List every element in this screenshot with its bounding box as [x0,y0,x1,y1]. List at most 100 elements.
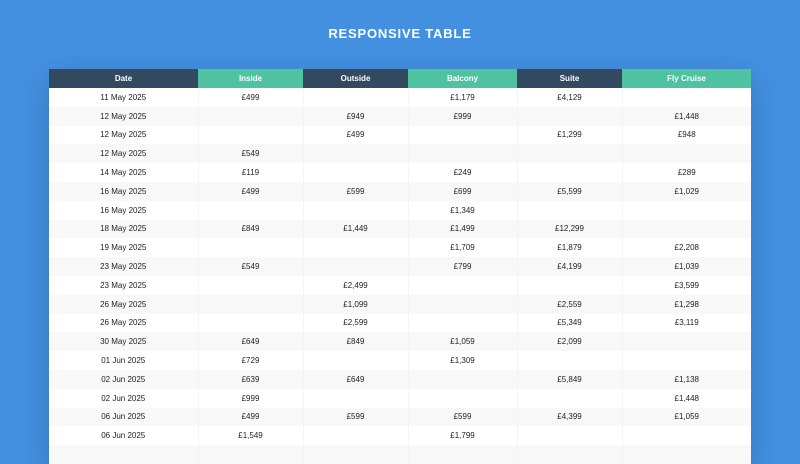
cell-suite: £5,349 [517,313,623,333]
table-row: 12 May 2025 £549 [49,144,751,164]
cell-fly-cruise [622,219,751,239]
table-row: 12 May 2025 £499 £1,299 £948 [49,125,751,145]
cell-suite: £4,129 [517,88,623,107]
cell-date: 01 Jun 2025 [49,351,199,370]
cell-fly-cruise [622,88,751,107]
cell-fly-cruise: £3,599 [622,275,751,295]
cell-inside: £999 [198,388,304,408]
cell-date: 12 May 2025 [49,125,199,145]
cell-date: 18 May 2025 [49,219,199,239]
cell-fly-cruise [622,200,751,220]
cell-date: 06 Jun 2025 [49,407,199,427]
cell-balcony [408,125,518,145]
cell-date [49,445,199,464]
page-title: RESPONSIVE TABLE [328,26,472,41]
cell-fly-cruise [622,144,751,164]
cell-date: 30 May 2025 [49,332,199,352]
table-row: 06 Jun 2025 £499 £599 £599 £4,399 £1,059 [49,407,751,427]
cell-fly-cruise: £289 [622,163,751,182]
cell-outside: £599 [303,407,409,427]
cell-suite [517,200,623,220]
table-row: 01 Jun 2025 £729 £1,309 [49,351,751,370]
cell-outside: £949 [303,106,409,126]
header-inside: Inside [198,69,303,88]
table-row: 19 May 2025 £1,709 £1,879 £2,208 [49,238,751,258]
cell-date: 06 Jun 2025 [49,426,199,446]
table-body: 11 May 2025 £499 £1,179 £4,129 12 May 2025 £9… [49,88,751,464]
cell-balcony: £1,309 [408,351,518,370]
cell-fly-cruise: £1,298 [622,294,751,314]
cell-suite: £1,879 [517,238,623,258]
cell-suite: £4,199 [517,257,623,276]
table-row: 26 May 2025 £1,099 £2,559 £1,298 [49,294,751,314]
cell-fly-cruise: £1,138 [622,369,751,389]
cell-inside: £639 [198,369,304,389]
cell-fly-cruise: £1,029 [622,181,751,201]
cell-date: 26 May 2025 [49,294,199,314]
cell-inside: £1,549 [198,426,304,446]
cell-outside [303,144,409,164]
table-row: 30 May 2025 £649 £849 £1,059 £2,099 [49,332,751,352]
cell-suite [517,275,623,295]
cell-balcony: £799 [408,257,518,276]
cell-outside [303,163,409,182]
table-row: 23 May 2025 £2,499 £3,599 [49,275,751,295]
cell-inside: £499 [198,88,304,107]
cell-outside [303,445,409,464]
table-row: 11 May 2025 £499 £1,179 £4,129 [49,88,751,107]
cell-date: 26 May 2025 [49,313,199,333]
cell-outside: £649 [303,369,409,389]
cell-suite [517,426,623,446]
cell-balcony [408,388,518,408]
cell-inside: £499 [198,407,304,427]
cell-suite [517,163,623,182]
cell-outside [303,351,409,370]
cell-balcony: £599 [408,407,518,427]
cell-suite [517,445,623,464]
cell-fly-cruise [622,426,751,446]
cell-date: 12 May 2025 [49,106,199,126]
cell-balcony [408,369,518,389]
header-balcony: Balcony [408,69,517,88]
cell-fly-cruise [622,351,751,370]
cell-balcony [408,144,518,164]
cell-balcony [408,445,518,464]
cell-date: 02 Jun 2025 [49,369,199,389]
cell-date: 23 May 2025 [49,275,199,295]
table-row: 26 May 2025 £2,599 £5,349 £3,119 [49,313,751,333]
cell-fly-cruise [622,445,751,464]
cell-inside: £729 [198,351,304,370]
cell-date: 12 May 2025 [49,144,199,164]
cell-outside [303,88,409,107]
cell-fly-cruise: £1,448 [622,106,751,126]
cell-outside: £599 [303,181,409,201]
cell-balcony: £999 [408,106,518,126]
header-fly-cruise: Fly Cruise [622,69,751,88]
header-suite: Suite [517,69,622,88]
cell-outside [303,238,409,258]
cell-inside: £499 [198,181,304,201]
cell-inside [198,275,304,295]
cell-balcony [408,313,518,333]
table-row: 18 May 2025 £849 £1,449 £1,499 £12,299 [49,219,751,239]
cell-inside [198,125,304,145]
table-header-row: Date Inside Outside Balcony Suite Fly Cr… [49,69,751,88]
cell-balcony [408,275,518,295]
cell-suite: £1,299 [517,125,623,145]
cell-date: 16 May 2025 [49,181,199,201]
cell-inside: £549 [198,257,304,276]
cell-suite [517,388,623,408]
cell-balcony: £1,799 [408,426,518,446]
cell-inside [198,445,304,464]
table-row: 14 May 2025 £119 £249 £289 [49,163,751,182]
cell-fly-cruise: £1,059 [622,407,751,427]
cell-suite [517,144,623,164]
cell-suite: £4,399 [517,407,623,427]
cell-balcony: £699 [408,181,518,201]
cell-fly-cruise: £948 [622,125,751,145]
cell-inside: £119 [198,163,304,182]
cell-balcony: £1,349 [408,200,518,220]
table-row [49,445,751,464]
price-table-container: Date Inside Outside Balcony Suite Fly Cr… [49,69,751,464]
table-row: 02 Jun 2025 £639 £649 £5,849 £1,138 [49,369,751,389]
